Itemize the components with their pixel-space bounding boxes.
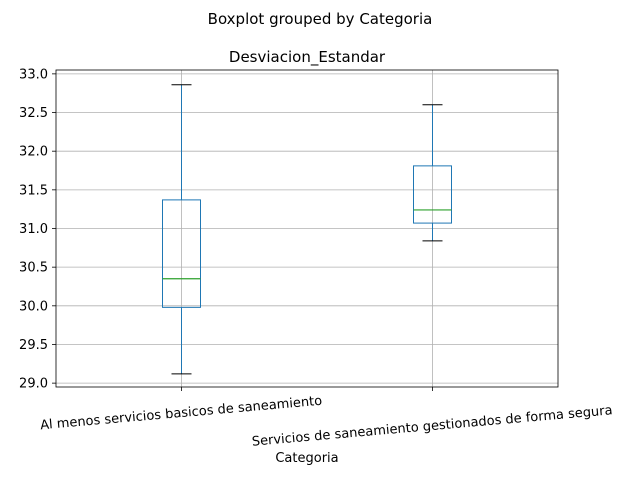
x-tick-label: Al menos servicios basicos de saneamient… xyxy=(40,394,323,434)
y-axis: 29.0 29.5 30.0 30.5 31.0 31.5 32.0 32.5 33.0 xyxy=(19,67,56,392)
y-tick-label: 29.5 xyxy=(19,338,48,353)
y-tick-label: 30.0 xyxy=(19,299,48,314)
y-tick-label: 33.0 xyxy=(19,67,48,82)
y-tick-label: 29.0 xyxy=(19,377,48,392)
x-axis: Al menos servicios basicos de saneamient… xyxy=(40,387,613,450)
boxes xyxy=(162,84,452,375)
iqr-box xyxy=(162,199,201,308)
y-tick-label: 32.0 xyxy=(19,145,48,160)
x-axis-label: Categoria xyxy=(275,451,338,466)
y-tick-label: 32.5 xyxy=(19,106,48,121)
box-1 xyxy=(162,84,201,375)
chart-title: Desviacion_Estandar xyxy=(229,48,386,67)
iqr-box xyxy=(413,165,452,224)
y-tick-label: 31.5 xyxy=(19,183,48,198)
y-tick-label: 31.0 xyxy=(19,222,48,237)
chart-suptitle: Boxplot grouped by Categoria xyxy=(208,10,433,28)
grid-lines xyxy=(56,70,558,387)
y-tick-label: 30.5 xyxy=(19,261,48,276)
box-2 xyxy=(413,104,452,242)
x-tick-label: Servicios de saneamiento gestionados de … xyxy=(251,403,613,449)
